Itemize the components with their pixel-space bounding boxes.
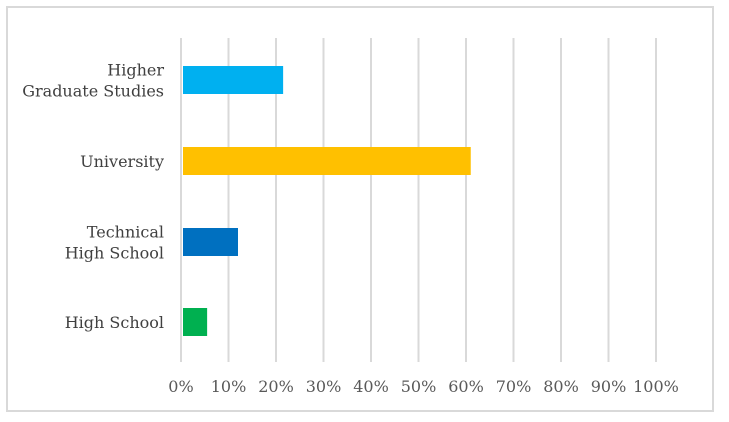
- x-tick-labels: 0% 10% 20% 30% 40% 50% 60% 70% 80% 90% 100%: [168, 377, 679, 396]
- x-tick-label: 50%: [401, 377, 437, 396]
- category-label: High School: [65, 313, 164, 332]
- x-tick-label: 40%: [353, 377, 389, 396]
- bar: [183, 66, 284, 94]
- x-tick-label: 10%: [211, 377, 247, 396]
- bars: [183, 66, 471, 336]
- bar: [183, 308, 208, 336]
- chart-frame: [6, 6, 714, 412]
- x-tick-label: 0%: [168, 377, 193, 396]
- category-label: Technical High School: [65, 223, 164, 263]
- x-tick-label: 20%: [258, 377, 294, 396]
- category-label: University: [80, 152, 164, 171]
- bar: [183, 147, 471, 175]
- x-tick-label: 30%: [306, 377, 342, 396]
- bar: [183, 228, 238, 256]
- category-labels: Higher Graduate Studies University Technica…: [22, 61, 164, 333]
- x-tick-label: 80%: [543, 377, 579, 396]
- x-tick-label: 100%: [633, 377, 679, 396]
- x-tick-label: 60%: [448, 377, 484, 396]
- x-tick-label: 70%: [496, 377, 532, 396]
- category-label: Higher Graduate Studies: [22, 61, 164, 101]
- x-tick-label: 90%: [591, 377, 627, 396]
